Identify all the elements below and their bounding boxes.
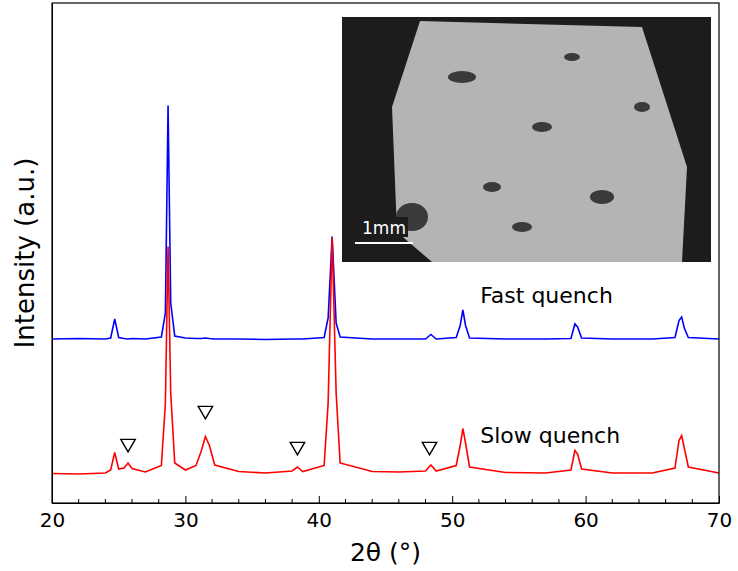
scale-bar-label: 1mm	[362, 218, 406, 238]
inset-pore	[532, 122, 552, 132]
x-tick-mark	[185, 496, 186, 503]
peak-marker	[198, 406, 212, 418]
x-minor-tick	[478, 499, 479, 503]
x-tick: 60	[573, 496, 598, 532]
x-tick-label: 60	[573, 508, 598, 532]
x-minor-tick	[78, 499, 79, 503]
x-tick-mark	[452, 496, 453, 503]
x-tick: 50	[440, 496, 465, 532]
chart: 1mm 20 30 40 50 60 70 2θ (°) Intensity (a.u.) Fas…	[0, 0, 738, 571]
inset-pore	[512, 222, 532, 232]
x-minor-tick	[372, 499, 373, 503]
scale-bar	[355, 242, 413, 244]
x-tick: 30	[173, 496, 198, 532]
y-axis-line	[52, 4, 53, 504]
x-tick-label: 70	[707, 508, 732, 532]
x-tick: 70	[707, 496, 732, 532]
x-minor-tick	[612, 499, 613, 503]
x-tick-label: 20	[40, 508, 65, 532]
x-axis-line	[53, 503, 720, 504]
inset-pore	[564, 53, 580, 61]
inset-pore	[448, 71, 476, 83]
x-minor-tick	[238, 499, 239, 503]
plot-area	[52, 106, 719, 475]
plot-frame	[52, 3, 719, 503]
x-minor-tick	[132, 499, 133, 503]
x-minor-tick	[398, 499, 399, 503]
x-tick-label: 40	[307, 508, 332, 532]
x-tick-label: 30	[173, 508, 198, 532]
series-line	[52, 238, 719, 475]
x-minor-tick	[158, 499, 159, 503]
x-minor-tick	[665, 499, 666, 503]
x-minor-tick	[532, 499, 533, 503]
scale-bar-ground	[360, 217, 408, 237]
inset-background	[342, 17, 711, 262]
x-tick-label: 50	[440, 508, 465, 532]
inset-pore	[590, 190, 614, 204]
x-minor-tick	[505, 499, 506, 503]
peak-marker	[422, 442, 436, 454]
x-minor-tick	[558, 499, 559, 503]
x-minor-tick	[692, 499, 693, 503]
inset-pore	[483, 182, 501, 192]
x-axis-title: 2θ (°)	[350, 538, 421, 567]
x-minor-tick	[265, 499, 266, 503]
y-axis	[52, 4, 53, 504]
series-label: Fast quench	[480, 283, 613, 308]
x-tick-mark	[719, 496, 720, 503]
x-minor-tick	[212, 499, 213, 503]
x-tick-mark	[319, 496, 320, 503]
inset: 1mm	[342, 17, 711, 262]
series-line	[52, 106, 719, 340]
x-minor-tick	[425, 499, 426, 503]
inset-pore	[634, 102, 650, 112]
peak-marker	[290, 442, 304, 454]
series-label: Slow quench	[480, 423, 620, 448]
x-axis: 20 30 40 50 60 70	[40, 496, 732, 532]
y-axis-title: Intensity (a.u.)	[10, 158, 40, 349]
inset-sample	[392, 21, 687, 262]
x-tick: 40	[307, 496, 332, 532]
x-minor-ticks	[79, 499, 693, 503]
x-minor-tick	[292, 499, 293, 503]
x-tick-mark	[586, 496, 587, 503]
x-minor-tick	[638, 499, 639, 503]
x-minor-tick	[345, 499, 346, 503]
x-minor-tick	[105, 499, 106, 503]
peak-marker	[121, 439, 135, 451]
